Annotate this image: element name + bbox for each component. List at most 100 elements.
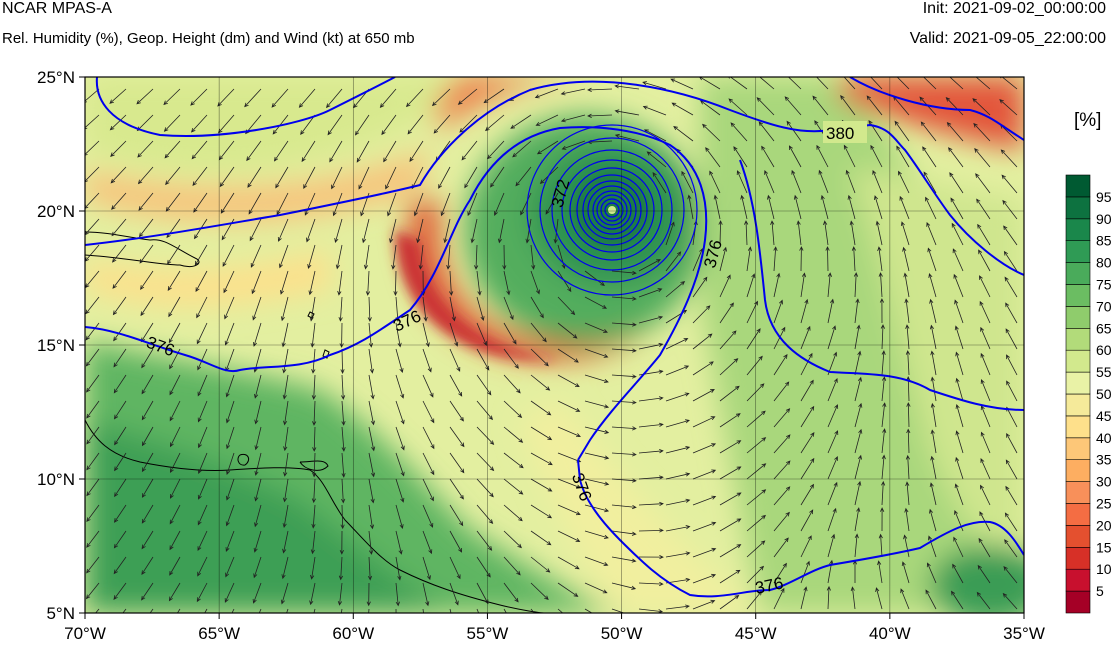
wind-arrow: [827, 507, 837, 532]
wind-arrow: [368, 504, 375, 530]
wind-arrow: [464, 166, 478, 189]
wind-arrow: [247, 166, 262, 188]
wind-arrow: [980, 431, 991, 454]
wind-arrow: [530, 296, 544, 319]
wind-arrow: [438, 166, 451, 189]
wind-arrow: [530, 452, 553, 466]
wind-arrow: [800, 586, 808, 610]
wind-arrow: [584, 582, 608, 594]
wind-arrow: [719, 518, 742, 532]
wind-arrow: [800, 560, 810, 584]
wind-arrow: [192, 166, 208, 187]
wind-arrow: [413, 192, 424, 217]
wind-arrow: [692, 443, 717, 454]
wind-arrow: [167, 270, 181, 291]
wind-arrow: [870, 77, 883, 90]
height-contours: [85, 77, 1024, 598]
wind-arrow: [733, 146, 748, 168]
lon-tick-label: 40°W: [869, 624, 911, 643]
lat-tick-label: 25°N: [37, 68, 75, 87]
wind-arrow: [535, 114, 559, 126]
wind-arrow: [114, 478, 127, 498]
wind-arrow: [955, 377, 964, 402]
wind-arrow: [746, 273, 756, 298]
wind-arrow: [530, 530, 552, 546]
wind-arrow: [773, 537, 789, 558]
wind-arrow: [719, 594, 740, 610]
wind-arrow: [279, 244, 289, 269]
wind-arrow: [904, 507, 910, 532]
wind-arrow: [422, 452, 435, 476]
wind-arrow: [140, 296, 154, 317]
wind-arrow: [449, 296, 456, 322]
wind-arrow: [422, 556, 431, 581]
wind-arrow: [440, 192, 451, 217]
wind-arrow: [310, 530, 316, 555]
lon-tick-label: 50°W: [601, 624, 643, 643]
field-subtitle: Rel. Humidity (%), Geop. Height (dm) and…: [2, 30, 415, 47]
colorbar-swatch: [1065, 393, 1091, 417]
wind-arrow: [367, 296, 372, 322]
wind-arrow: [416, 218, 424, 244]
wind-arrow: [497, 218, 505, 244]
wind-arrow: [530, 374, 551, 391]
wind-arrow: [530, 556, 551, 573]
wind-arrow: [1003, 250, 1018, 272]
wind-arrow: [692, 389, 715, 402]
wind-arrow: [557, 322, 578, 339]
wind-arrow: [900, 221, 910, 246]
wind-arrow: [86, 478, 100, 497]
wind-arrow: [86, 504, 100, 523]
wind-arrow: [114, 452, 127, 472]
wind-arrow: [584, 400, 610, 409]
lat-tick-label: 5°N: [46, 604, 75, 623]
wind-arrow: [999, 99, 1018, 116]
wind-arrow: [584, 608, 593, 613]
wind-arrow: [196, 322, 208, 345]
wind-arrow: [926, 221, 937, 246]
wind-arrow: [381, 114, 397, 136]
wind-arrow: [692, 547, 717, 558]
wind-arrow: [282, 374, 289, 400]
wind-arrow: [530, 608, 535, 613]
colorbar-swatch: [1065, 306, 1091, 329]
wind-arrow: [920, 121, 937, 142]
wind-arrow: [110, 140, 127, 157]
wind-arrow: [816, 144, 829, 168]
wind-arrow: [407, 114, 424, 135]
wind-arrow: [341, 478, 346, 504]
wind-arrow: [557, 608, 564, 613]
wind-arrow: [476, 296, 485, 321]
wind-arrow: [409, 140, 424, 162]
wind-arrow: [896, 145, 910, 168]
wind-arrow: [611, 322, 637, 327]
wind-arrow: [113, 322, 127, 342]
wind-arrow: [196, 582, 208, 603]
colorbar-label: 20: [1096, 517, 1112, 533]
wind-arrow: [366, 582, 371, 607]
wind-arrow: [881, 428, 887, 454]
wind-arrow: [110, 166, 127, 184]
wind-arrow: [818, 169, 829, 194]
wind-arrow: [169, 530, 181, 551]
wind-arrow: [881, 480, 886, 506]
wind-arrow: [976, 591, 991, 610]
wind-arrow: [503, 478, 524, 495]
wind-arrow: [109, 114, 127, 131]
wind-arrow: [169, 374, 181, 396]
wind-arrow: [197, 348, 208, 371]
wind-arrow: [642, 105, 667, 116]
wind-arrow: [826, 585, 831, 610]
wind-arrow: [744, 220, 749, 246]
wind-arrow: [112, 270, 127, 289]
wind-arrow: [953, 536, 964, 558]
wind-arrow: [1003, 225, 1018, 246]
wind-arrow: [560, 114, 586, 123]
wind-arrow: [1005, 302, 1018, 324]
colorbar-label: 85: [1096, 233, 1112, 249]
wind-arrow: [767, 194, 775, 220]
wind-arrow: [665, 251, 682, 272]
wind-arrow: [854, 402, 863, 428]
wind-arrow: [773, 486, 791, 506]
wind-arrow: [978, 537, 991, 558]
